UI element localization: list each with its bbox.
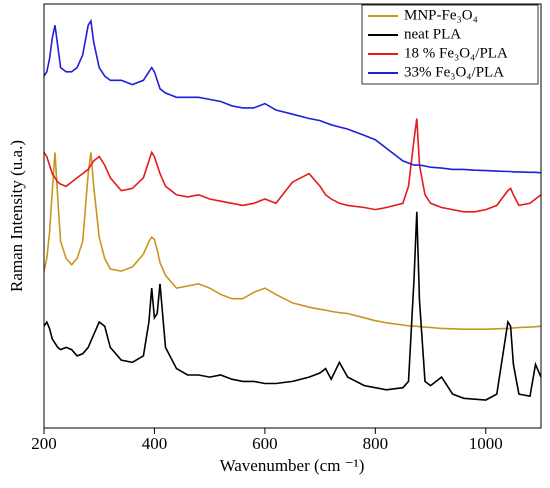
legend-label: 18 % Fe₃O₄/PLA [404,45,508,61]
legend-box [361,4,539,85]
legend-label: neat PLA [404,26,461,42]
x-tick-label: 600 [252,434,278,453]
series-line [43,152,542,330]
x-axis-label: Wavenumber (cm ⁻¹) [220,456,365,475]
plot-frame [43,3,542,429]
x-tick-label: 800 [363,434,389,453]
legend-label: 33% Fe₃O₄/PLA [404,64,504,80]
series-line [43,211,542,401]
x-tick-label: 400 [142,434,168,453]
x-tick-label: 1000 [469,434,503,453]
x-tick-label: 200 [31,434,57,453]
series-line [43,118,542,213]
legend-label: MNP-Fe₃O₄ [404,7,478,23]
y-axis-label: Raman Intensity (u.a.) [7,140,26,292]
series-line [43,18,542,174]
